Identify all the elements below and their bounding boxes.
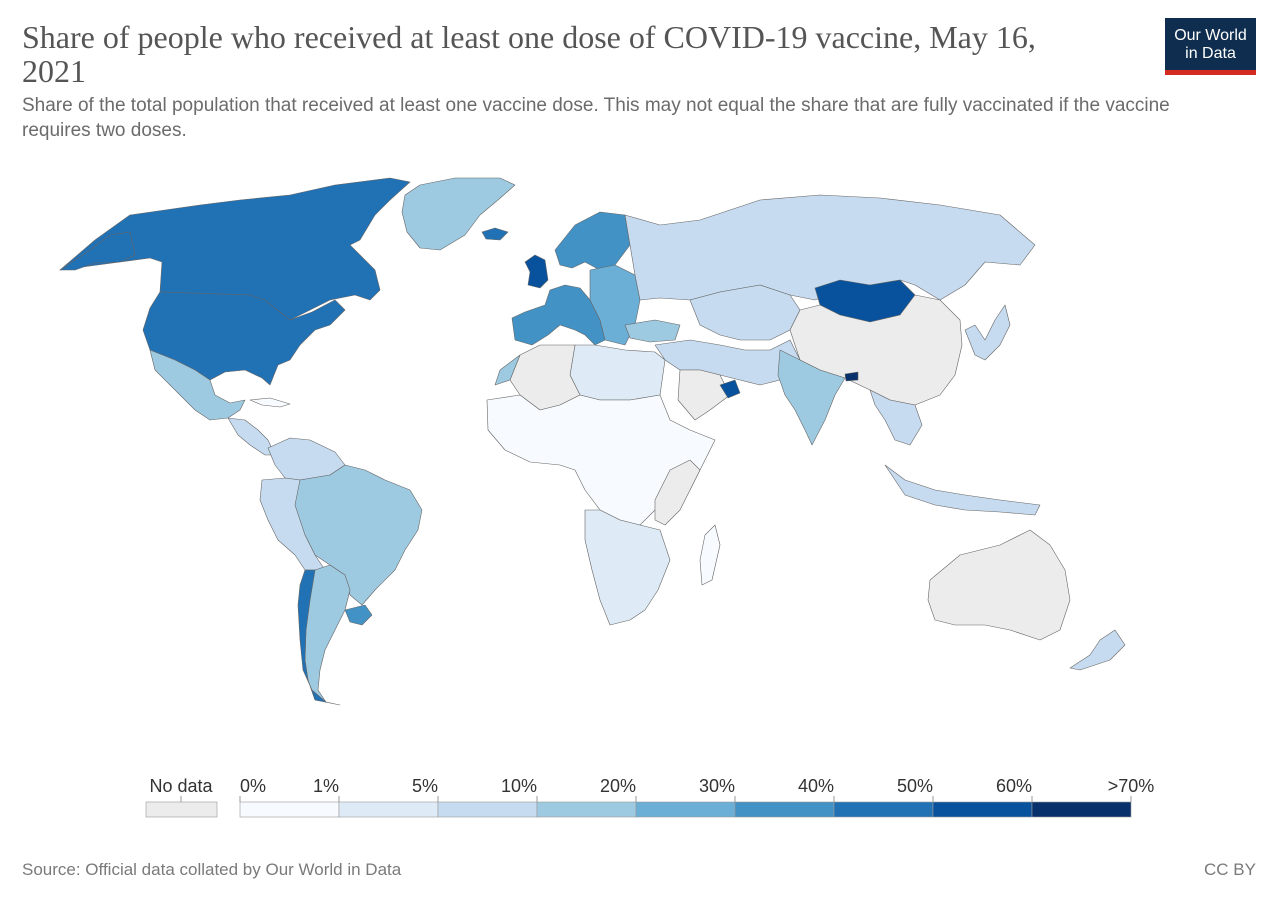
logo-line-2: in Data	[1185, 45, 1236, 62]
country-australia[interactable]	[927, 529, 1071, 641]
country-cuba[interactable]	[249, 397, 291, 408]
country-saudi-arabia[interactable]	[677, 369, 731, 421]
country-scandinavia[interactable]	[554, 211, 631, 271]
legend-tick-label-1: 1%	[313, 776, 339, 796]
country-southern-africa[interactable]	[584, 509, 671, 626]
country-somalia-ethiopia[interactable]	[654, 459, 701, 526]
legend-tick-label-3: 10%	[501, 776, 537, 796]
legend-bin-8	[1031, 801, 1132, 818]
legend-tick-label-8: 60%	[996, 776, 1032, 796]
world-map	[59, 177, 1126, 706]
country-morocco[interactable]	[494, 354, 521, 386]
legend-bin-0	[239, 801, 340, 818]
legend-tick-label-9: >70%	[1108, 776, 1155, 796]
license-link[interactable]: CC BY	[1204, 860, 1256, 879]
country-iceland[interactable]	[481, 227, 509, 241]
legend-tick-label-5: 30%	[699, 776, 735, 796]
legend-tick-label-2: 5%	[412, 776, 438, 796]
country-united-kingdom[interactable]	[524, 254, 549, 289]
legend-bin-7	[932, 801, 1033, 818]
country-japan-korea[interactable]	[964, 304, 1011, 361]
country-alaska[interactable]	[59, 231, 136, 271]
legend-no-data-label: No data	[149, 776, 213, 796]
legend-tick-label-4: 20%	[600, 776, 636, 796]
country-chile[interactable]	[297, 569, 341, 706]
owid-logo[interactable]: Our World in Data	[1165, 18, 1256, 75]
source-note: Source: Official data collated by Our Wo…	[22, 860, 402, 879]
country-madagascar[interactable]	[699, 524, 721, 586]
logo-line-1: Our World	[1174, 27, 1247, 44]
legend-bin-3	[536, 801, 637, 818]
country-russia[interactable]	[624, 194, 1036, 301]
legend-bin-6	[833, 801, 934, 818]
country-north-africa[interactable]	[569, 344, 666, 401]
legend-bin-1	[338, 801, 439, 818]
legend-tick-label-6: 40%	[798, 776, 834, 796]
country-uruguay[interactable]	[344, 604, 373, 626]
chart-subtitle: Share of the total population that recei…	[22, 95, 1170, 141]
chart-title: Share of people who received at least on…	[22, 19, 1036, 89]
legend-bin-5	[734, 801, 835, 818]
country-uae[interactable]	[719, 379, 741, 399]
legend-tick-label-7: 50%	[897, 776, 933, 796]
country-mexico[interactable]	[149, 349, 246, 421]
country-indonesia[interactable]	[884, 464, 1041, 516]
country-southeast-asia[interactable]	[869, 389, 923, 446]
legend-tick-label-0: 0%	[240, 776, 266, 796]
country-central-america[interactable]	[227, 417, 276, 456]
country-greenland[interactable]	[401, 177, 516, 251]
color-legend: No data 0% 1% 5% 10% 20% 30% 40% 50% 60% >70%	[145, 776, 1155, 818]
country-new-zealand[interactable]	[1069, 629, 1126, 671]
legend-bin-4	[635, 801, 736, 818]
country-india[interactable]	[777, 349, 846, 446]
legend-bin-2	[437, 801, 538, 818]
legend-no-data-swatch	[145, 801, 218, 818]
country-turkey[interactable]	[624, 319, 681, 343]
country-bhutan[interactable]	[844, 371, 859, 382]
country-middle-east[interactable]	[654, 339, 801, 386]
